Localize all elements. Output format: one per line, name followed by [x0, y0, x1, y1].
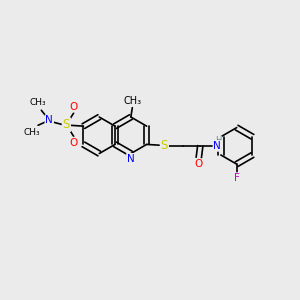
Text: S: S [63, 118, 70, 131]
Text: N: N [127, 154, 135, 164]
Text: N: N [45, 115, 53, 125]
Text: O: O [195, 159, 203, 169]
Text: CH₃: CH₃ [24, 128, 40, 137]
Text: CH₃: CH₃ [123, 96, 141, 106]
Text: CH₃: CH₃ [29, 98, 46, 107]
Text: O: O [70, 138, 78, 148]
Text: S: S [161, 140, 168, 152]
Text: O: O [70, 102, 78, 112]
Text: H: H [215, 136, 221, 146]
Text: N: N [214, 141, 221, 151]
Text: F: F [234, 173, 240, 183]
